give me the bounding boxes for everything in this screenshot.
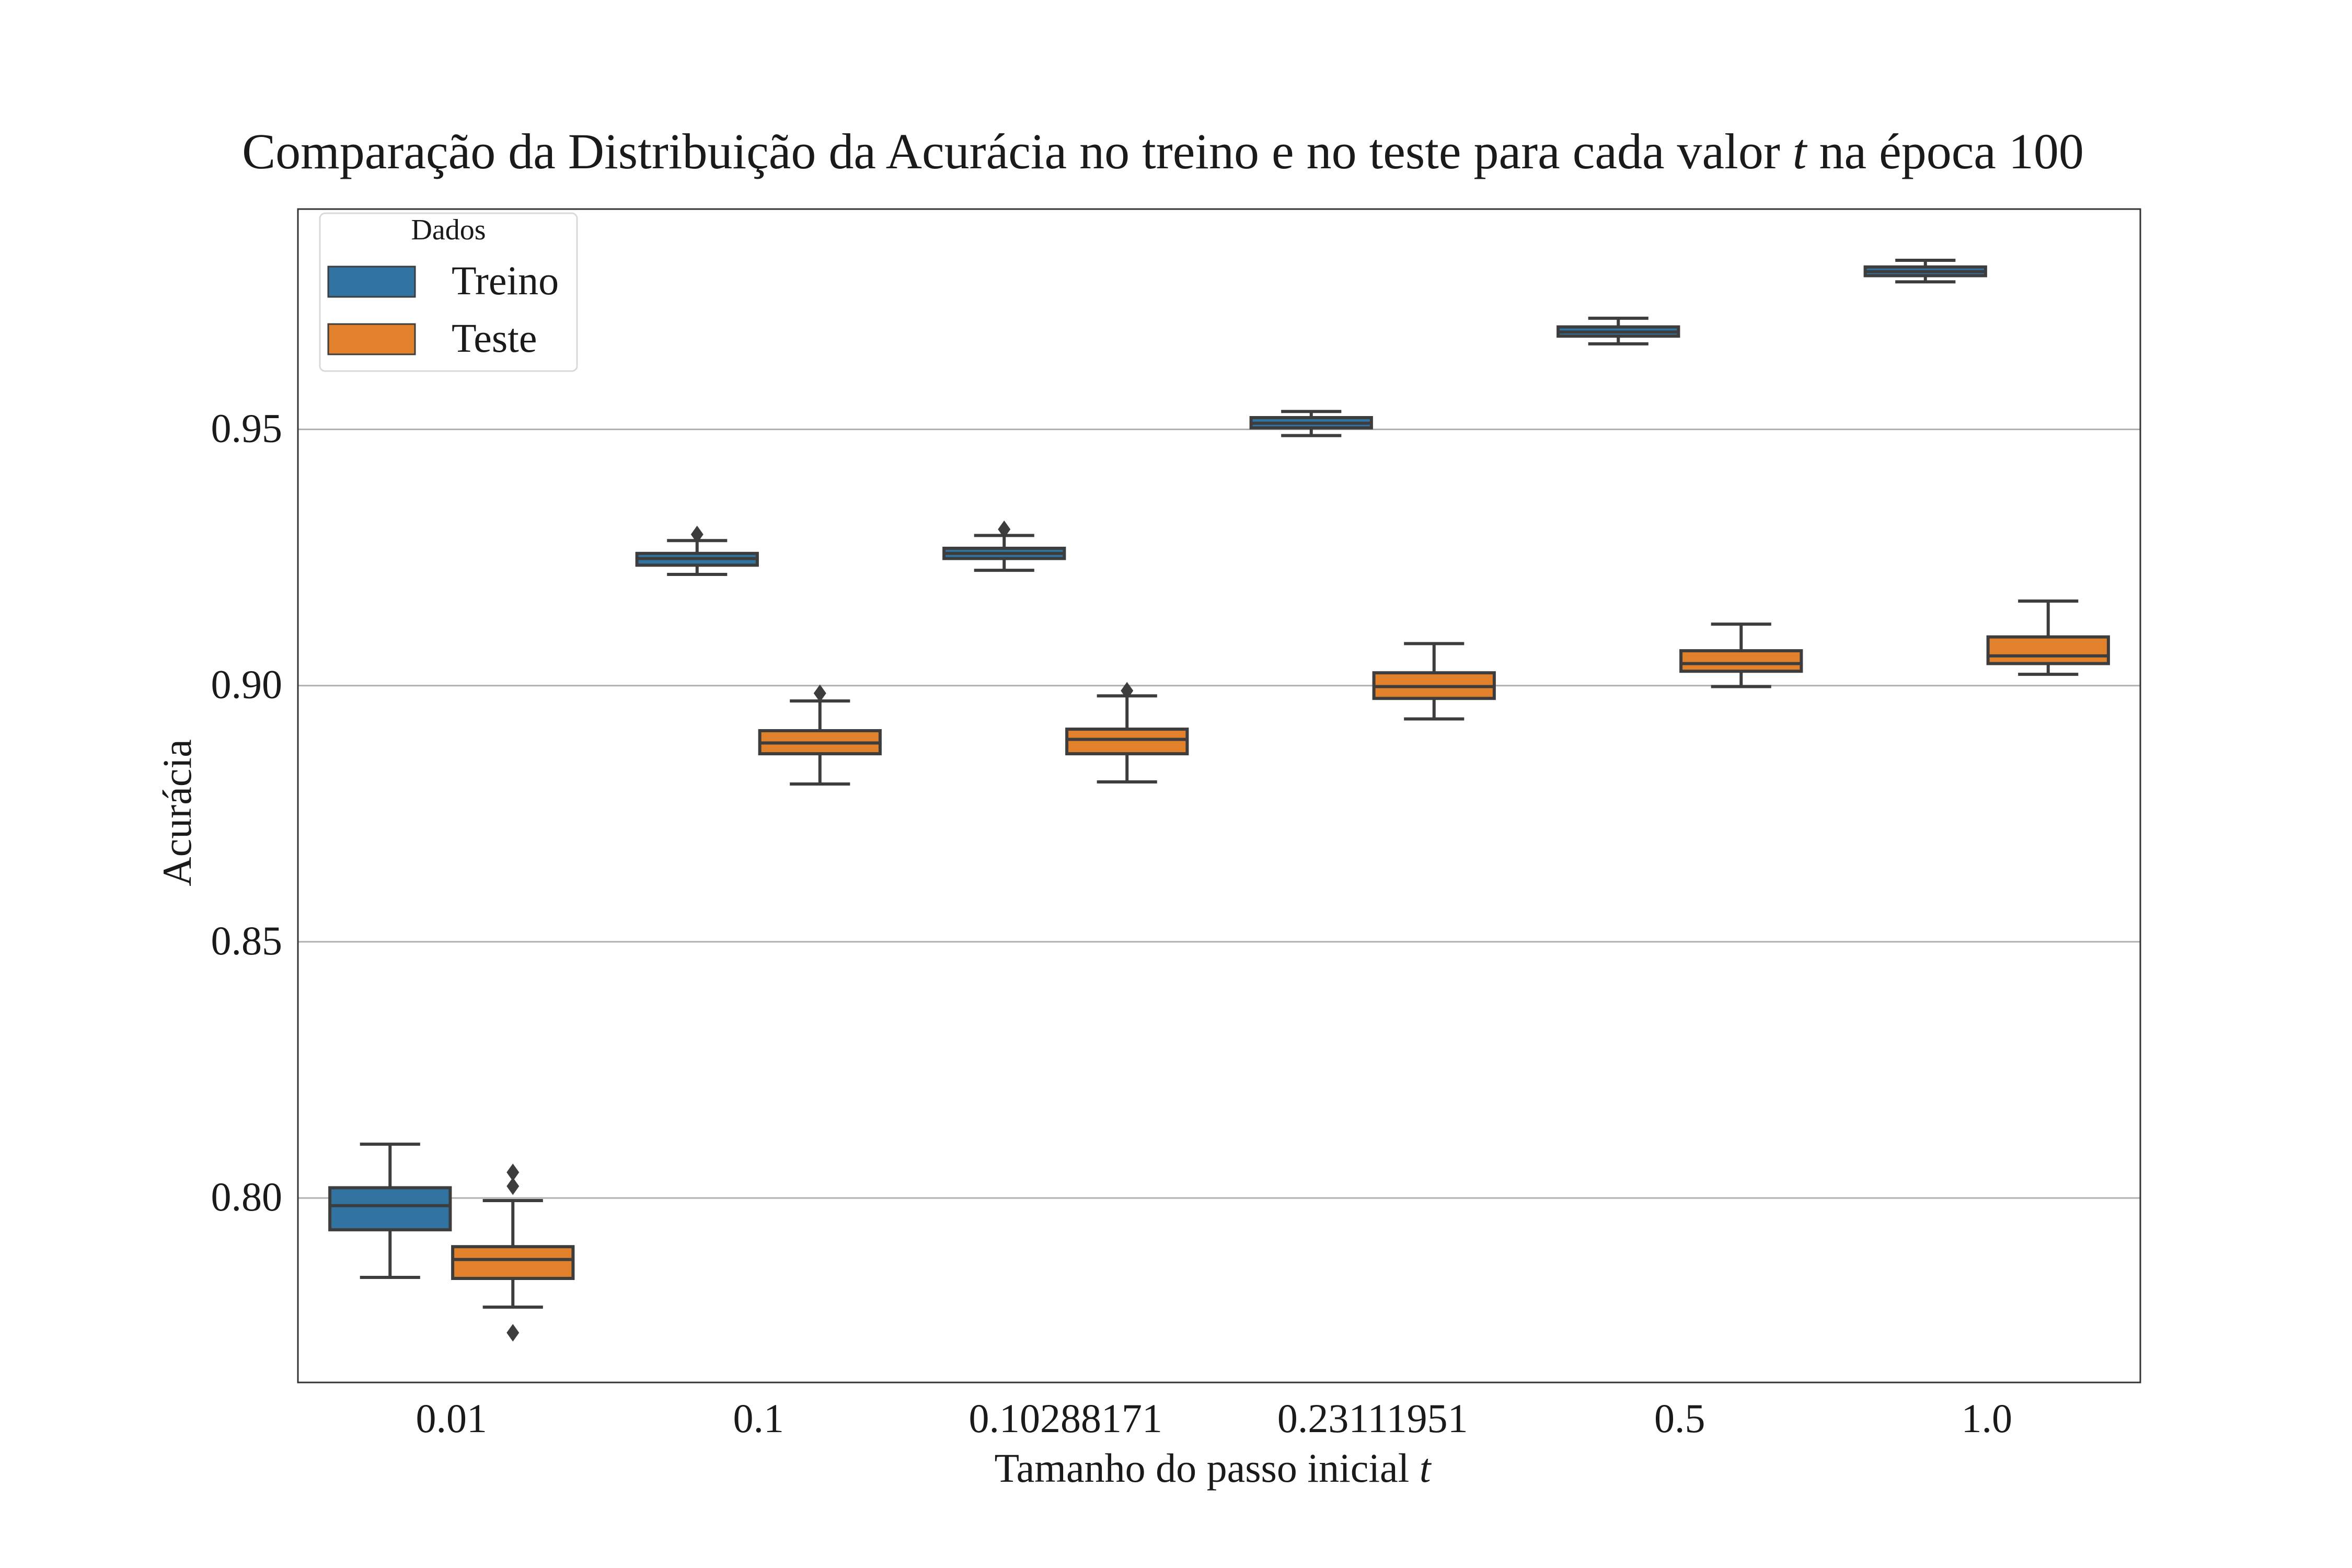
y-axis-label: Acurácia — [154, 739, 200, 886]
legend-swatch-treino — [327, 266, 416, 298]
outlier-point — [690, 525, 704, 544]
box-teste-1 — [758, 684, 882, 786]
box-treino-1 — [635, 525, 759, 576]
legend-title: Dados — [411, 214, 486, 246]
box-treino-0 — [328, 1143, 452, 1279]
x-tick-label: 0.01 — [416, 1396, 488, 1441]
outlier-point — [813, 684, 826, 702]
x-ticks: 0.01 0.1 0.10288171 0.23111951 0.5 1.0 — [416, 1396, 2013, 1441]
y-tick-label: 0.90 — [211, 662, 283, 707]
outlier-point — [1121, 682, 1134, 700]
legend-label-treino: Treino — [452, 258, 559, 303]
box-treino-5 — [1863, 259, 1987, 284]
box-treino-4 — [1557, 316, 1680, 345]
x-axis-label-text: Tamanho do passo inicial — [994, 1445, 1409, 1491]
legend: Dados Treino Teste — [319, 212, 578, 372]
box-body — [328, 1186, 452, 1231]
x-tick-label: 0.5 — [1654, 1396, 1705, 1441]
outlier-point — [506, 1177, 520, 1195]
box-teste-5 — [1986, 599, 2110, 676]
box-teste-4 — [1679, 622, 1803, 688]
legend-label-teste: Teste — [452, 315, 537, 361]
outlier-point — [506, 1324, 520, 1342]
box-teste-2 — [1065, 682, 1189, 784]
y-tick-label: 0.85 — [211, 918, 283, 963]
x-tick-label: 1.0 — [1962, 1396, 2013, 1441]
box-body — [451, 1245, 575, 1280]
y-tick-label: 0.80 — [211, 1174, 283, 1219]
box-plots — [328, 259, 2110, 1342]
outlier-point — [998, 520, 1011, 538]
x-axis-label: Tamanho do passo inicial t — [994, 1445, 1432, 1491]
chart-title-var: t — [1793, 123, 1808, 179]
grid-lines — [298, 429, 2140, 1199]
box-treino-2 — [942, 520, 1066, 572]
y-ticks: 0.80 0.85 0.90 0.95 — [211, 406, 283, 1220]
x-axis-label-var: t — [1420, 1445, 1432, 1491]
x-tick-label: 0.23111951 — [1277, 1396, 1468, 1441]
box-teste-0 — [451, 1163, 575, 1342]
box-body — [1065, 728, 1189, 756]
box-body — [1679, 649, 1803, 673]
x-tick-label: 0.10288171 — [969, 1396, 1163, 1441]
outlier-point — [506, 1163, 520, 1181]
box-teste-3 — [1372, 642, 1496, 721]
legend-swatch-teste — [327, 323, 416, 355]
chart-title-text: Comparação da Distribuição da Acurácia n… — [242, 123, 1780, 179]
y-tick-label: 0.95 — [211, 406, 283, 451]
chart-title: Comparação da Distribuição da Acurácia n… — [242, 123, 2084, 179]
plot-frame — [297, 208, 2141, 1383]
x-tick-label: 0.1 — [733, 1396, 785, 1441]
chart-title-suffix: na época 100 — [1819, 123, 2083, 179]
box-treino-3 — [1249, 410, 1373, 437]
box-body — [1986, 635, 2110, 665]
